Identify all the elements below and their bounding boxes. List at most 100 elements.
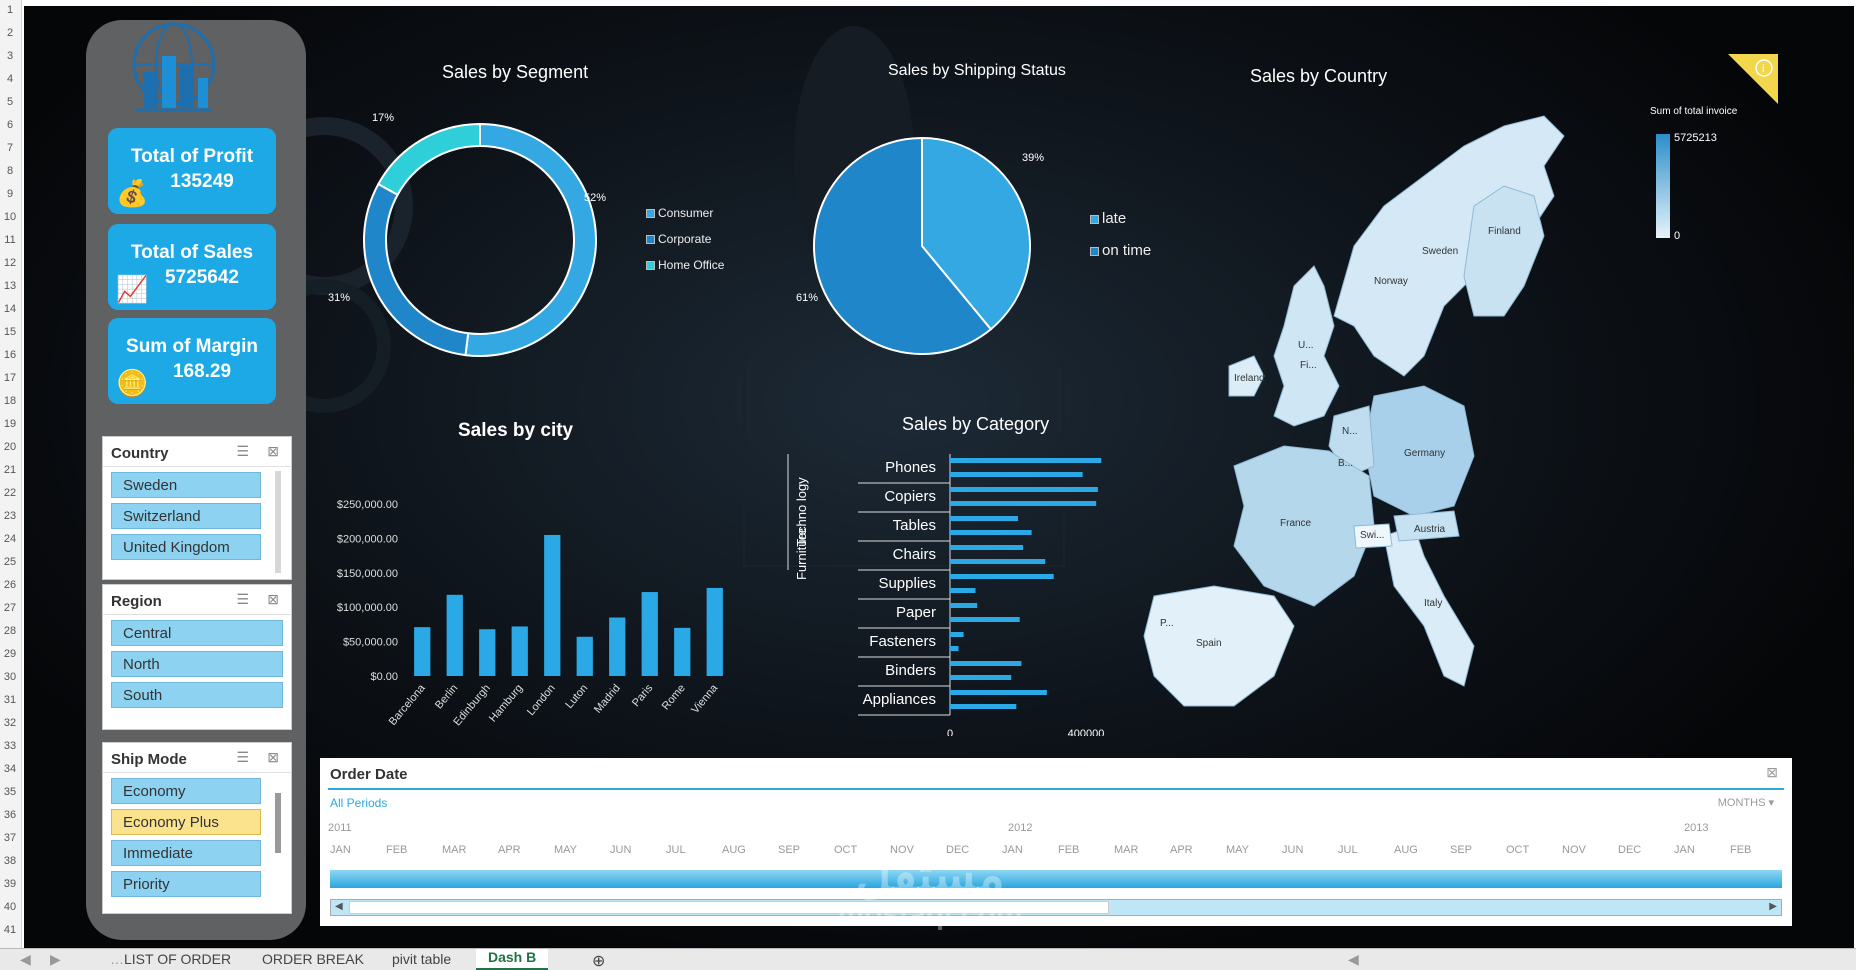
row-number[interactable]: 40: [3, 901, 17, 913]
timeline-month[interactable]: OCT: [1506, 844, 1530, 856]
europe-map[interactable]: Ireland U... Fi... Finland Sweden Norway…: [1124, 86, 1684, 746]
bar-edinburgh[interactable]: [479, 629, 496, 676]
bar-supplies[interactable]: [950, 574, 1054, 579]
row-number[interactable]: 6: [6, 119, 14, 131]
category-bar-chart[interactable]: Phones Copiers Tables Chairs Supplies Paper Fa…: [758, 446, 1138, 736]
row-number[interactable]: 8: [6, 165, 14, 177]
timeline-scroll-thumb[interactable]: [349, 901, 1109, 914]
bar-phones-secondary[interactable]: [950, 472, 1083, 477]
bar-binders-secondary[interactable]: [950, 675, 1012, 680]
bar-copiers-secondary[interactable]: [950, 501, 1097, 506]
row-number[interactable]: 26: [3, 579, 17, 591]
row-number[interactable]: 32: [3, 717, 17, 729]
row-number[interactable]: 16: [3, 349, 17, 361]
row-number[interactable]: 22: [3, 487, 17, 499]
timeline-month[interactable]: OCT: [834, 844, 858, 856]
order-date-timeline[interactable]: Order Date ⊠ All Periods MONTHS ▾ 2011 2…: [320, 758, 1792, 926]
timeline-month[interactable]: DEC: [946, 844, 970, 856]
tab-order-break[interactable]: ORDER BREAK: [262, 951, 364, 967]
add-sheet-icon[interactable]: ⊕: [592, 953, 606, 970]
row-number[interactable]: 41: [3, 924, 17, 936]
bar-phones[interactable]: [950, 458, 1102, 463]
row-number[interactable]: 2: [6, 27, 14, 39]
slicer-item-central[interactable]: Central: [111, 620, 283, 646]
country-slicer[interactable]: Country ☰ ⊠ Sweden Switzerland United Ki…: [102, 436, 292, 580]
slicer-item-economy-plus[interactable]: Economy Plus: [111, 809, 261, 835]
row-number[interactable]: 19: [3, 418, 17, 430]
row-number[interactable]: 35: [3, 786, 17, 798]
timeline-month[interactable]: MAR: [442, 844, 467, 856]
row-number[interactable]: 18: [3, 395, 17, 407]
region-slicer[interactable]: Region ☰ ⊠ Central North South: [102, 584, 292, 730]
slicer-item-economy[interactable]: Economy: [111, 778, 261, 804]
info-icon[interactable]: i: [1728, 54, 1780, 106]
bar-vienna[interactable]: [706, 587, 723, 676]
clear-filter-icon[interactable]: ⊠: [267, 443, 279, 459]
bar-madrid[interactable]: [609, 617, 626, 676]
slice-late[interactable]: [921, 136, 1031, 331]
bar-appliances-secondary[interactable]: [950, 704, 1017, 709]
slicer-scrollbar[interactable]: [275, 793, 281, 853]
row-number[interactable]: 21: [3, 464, 17, 476]
row-number[interactable]: 39: [3, 878, 17, 890]
timeline-month[interactable]: DEC: [1618, 844, 1642, 856]
timeline-month[interactable]: FEB: [386, 844, 408, 856]
row-number[interactable]: 36: [3, 809, 17, 821]
timeline-month[interactable]: JUN: [610, 844, 632, 856]
tab-scroll-right-icon[interactable]: ▶: [50, 951, 61, 967]
timeline-month[interactable]: JAN: [330, 844, 351, 856]
timeline-month[interactable]: MAY: [1226, 844, 1250, 856]
bar-tables[interactable]: [950, 516, 1018, 521]
slice-home-office[interactable]: [376, 122, 481, 197]
timeline-month[interactable]: SEP: [1450, 844, 1473, 856]
row-number[interactable]: 15: [3, 326, 17, 338]
timeline-scrollbar[interactable]: ◀ ▶: [330, 899, 1782, 916]
horizontal-scroll-left-icon[interactable]: ◀: [1348, 951, 1359, 967]
tab-pivit-table[interactable]: pivit table: [392, 951, 452, 967]
row-number[interactable]: 31: [3, 694, 17, 706]
row-number[interactable]: 12: [3, 257, 17, 269]
slice-consumer[interactable]: [464, 122, 597, 357]
clear-filter-icon[interactable]: ⊠: [1766, 764, 1778, 780]
timeline-month[interactable]: FEB: [1730, 844, 1752, 856]
timeline-month[interactable]: JUL: [666, 844, 686, 856]
row-number[interactable]: 1: [6, 4, 14, 16]
slicer-item-north[interactable]: North: [111, 651, 283, 677]
timeline-month[interactable]: AUG: [1394, 844, 1418, 856]
slice-on-time[interactable]: [813, 136, 993, 355]
timeline-month[interactable]: MAR: [1114, 844, 1139, 856]
bar-london[interactable]: [544, 534, 561, 676]
bar-binders[interactable]: [950, 661, 1022, 666]
row-headers[interactable]: 1 2 3 4 5 6 7 8 9 10 11 12 13 14 15 16 17 18 19 20 21 22 23 24 2…: [0, 0, 22, 948]
bar-chairs-secondary[interactable]: [950, 559, 1046, 564]
slicer-item-united-kingdom[interactable]: United Kingdom: [111, 534, 261, 560]
bar-barcelona[interactable]: [414, 627, 431, 676]
row-number[interactable]: 17: [3, 372, 17, 384]
row-number[interactable]: 27: [3, 602, 17, 614]
timeline-month[interactable]: APR: [498, 844, 521, 856]
timeline-month[interactable]: JAN: [1674, 844, 1695, 856]
row-number[interactable]: 38: [3, 855, 17, 867]
bar-berlin[interactable]: [446, 594, 463, 676]
city-bar-chart[interactable]: $250,000.00 $200,000.00 $150,000.00 $100,00…: [286, 476, 746, 746]
tab-scroll-left-icon[interactable]: ◀: [20, 951, 31, 967]
scroll-left-icon[interactable]: ◀: [335, 901, 343, 912]
timeline-month[interactable]: APR: [1170, 844, 1193, 856]
slicer-item-switzerland[interactable]: Switzerland: [111, 503, 261, 529]
timeline-month[interactable]: JUN: [1282, 844, 1304, 856]
timeline-selection-bar[interactable]: [330, 870, 1782, 888]
slicer-item-priority[interactable]: Priority: [111, 871, 261, 897]
row-number[interactable]: 11: [4, 234, 16, 246]
bar-appliances[interactable]: [950, 690, 1047, 695]
timeline-month[interactable]: JAN: [1002, 844, 1023, 856]
multi-select-icon[interactable]: ☰: [236, 591, 249, 607]
row-number[interactable]: 33: [3, 740, 17, 752]
clear-filter-icon[interactable]: ⊠: [267, 749, 279, 765]
timeline-month[interactable]: AUG: [722, 844, 746, 856]
bar-chairs[interactable]: [950, 545, 1024, 550]
shipping-pie-chart[interactable]: [810, 134, 1050, 374]
segment-donut-chart[interactable]: [350, 110, 610, 370]
slicer-item-sweden[interactable]: Sweden: [111, 472, 261, 498]
tab-more-icon[interactable]: …: [110, 951, 124, 967]
bar-fasteners[interactable]: [950, 632, 964, 637]
